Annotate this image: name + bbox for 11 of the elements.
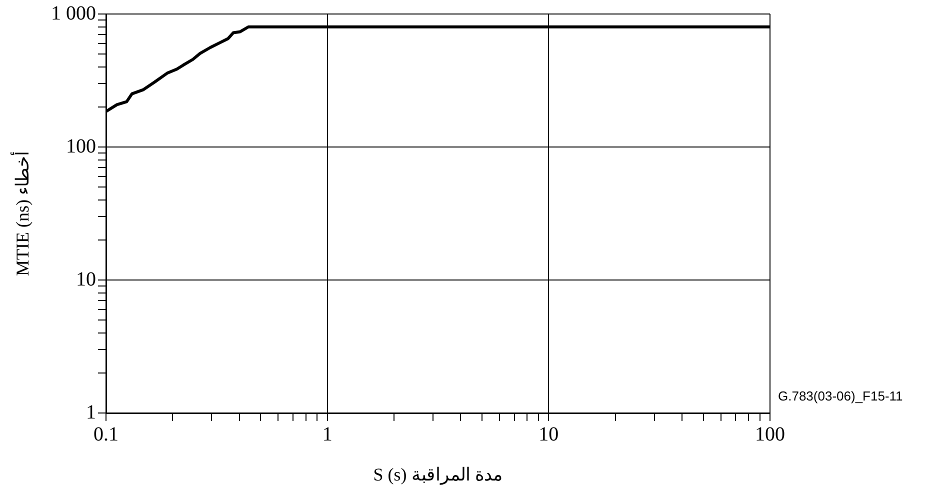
y-axis-title: أخطاء MTIE (ns) [10, 151, 33, 276]
y-tick-label: 10 [76, 268, 96, 290]
x-tick-label: 1 [322, 423, 332, 446]
x-tick-label: 0.1 [94, 423, 118, 446]
y-tick-label: 1 [86, 401, 96, 424]
x-tick-label: 10 [538, 423, 559, 446]
y-tick-label: 1 000 [51, 2, 96, 24]
y-tick-label: 100 [66, 135, 96, 158]
x-tick-label: 100 [755, 423, 785, 446]
text: G.783(03-06)_F15-11 [778, 388, 903, 404]
x-axis-title: مدة المراقبة S (s) [373, 464, 503, 486]
